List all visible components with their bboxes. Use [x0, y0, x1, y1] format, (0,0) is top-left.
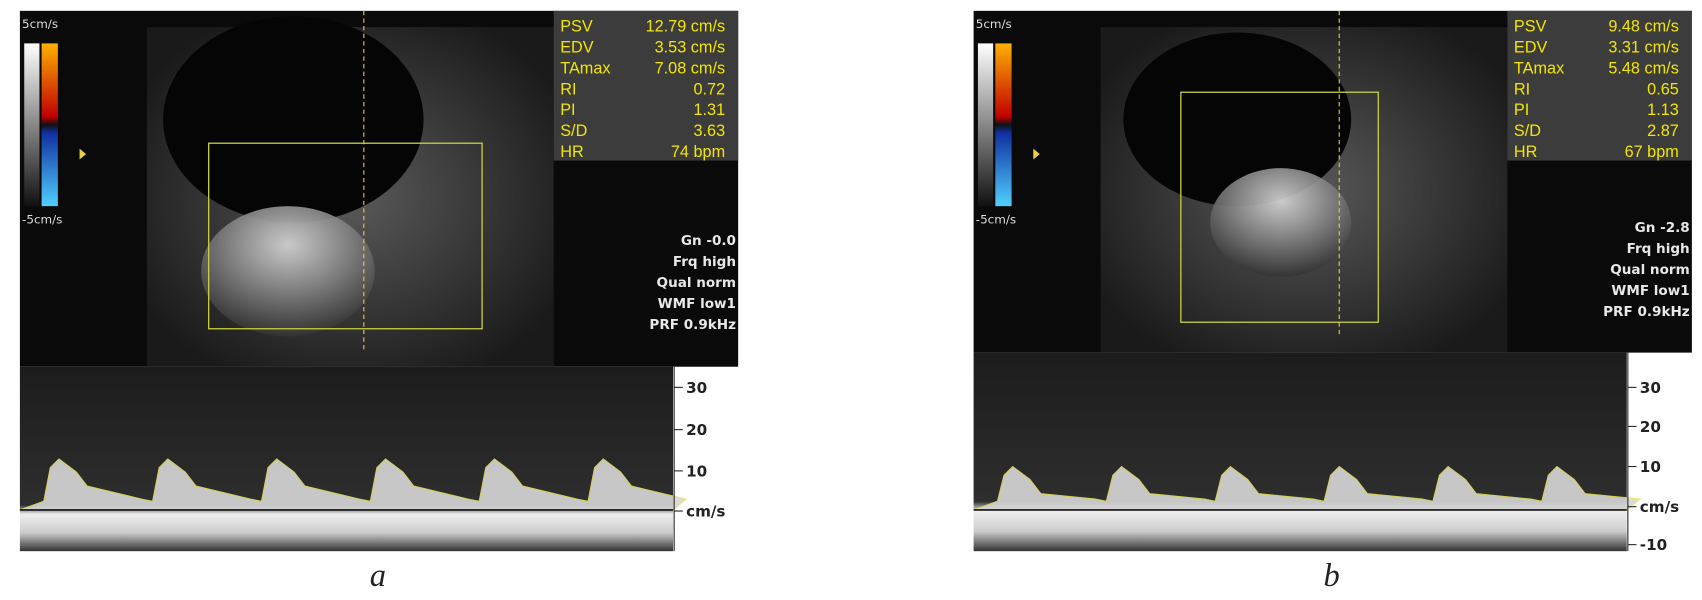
scale-label: cm/s: [1640, 498, 1679, 516]
measure-value: 1.13: [1647, 101, 1679, 119]
retro-bulbar: [1210, 168, 1352, 277]
measure-value: 0.65: [1647, 80, 1679, 98]
panel-label: a: [370, 558, 386, 594]
measure-value: 74 bpm: [671, 143, 725, 161]
doppler-strip: [19, 366, 674, 552]
setting: Frq high: [1627, 241, 1690, 257]
scale-bottom: -5cm/s: [976, 213, 1016, 227]
setting: WMF low1: [1611, 283, 1689, 299]
eye-globe: [163, 16, 424, 223]
measure-name: RI: [1514, 80, 1530, 98]
setting: Gn -2.8: [1635, 220, 1690, 236]
measure-name: TAmax: [560, 59, 610, 77]
measure-box: [1507, 10, 1692, 161]
measure-name: PSV: [560, 17, 593, 35]
marker: [79, 148, 87, 160]
color-bar: [41, 43, 58, 207]
measure-name: S/D: [1514, 122, 1541, 140]
scale-label: 10: [686, 462, 707, 480]
setting: PRF 0.9kHz: [1603, 304, 1690, 320]
setting: WMF low1: [658, 296, 736, 312]
panel-label: b: [1324, 558, 1340, 594]
panel: 5cm/s -5cm/s PSV 12.79 cm/s EDV 3.53 cm/s TAma…: [19, 10, 739, 594]
doppler-strip: [973, 352, 1627, 552]
scale-label: 30: [1640, 379, 1661, 397]
measure-value: 3.53 cm/s: [655, 38, 726, 56]
measure-value: 3.31 cm/s: [1608, 38, 1679, 56]
measure-name: PI: [1514, 101, 1529, 119]
gray-bar: [24, 43, 40, 207]
measure-name: HR: [560, 143, 584, 161]
scale-label: 30: [686, 379, 707, 397]
setting: PRF 0.9kHz: [649, 317, 736, 333]
measure-value: 2.87: [1647, 122, 1679, 140]
measure-name: PI: [560, 101, 575, 119]
measure-name: TAmax: [1514, 59, 1564, 77]
scale-top: 5cm/s: [976, 17, 1012, 31]
scale-label: 20: [1640, 418, 1661, 436]
scale-bottom: -5cm/s: [22, 213, 62, 227]
measure-name: EDV: [1514, 38, 1548, 56]
scale-label: 10: [1640, 458, 1661, 476]
measure-value: 67 bpm: [1625, 143, 1679, 161]
scale-label: -10: [1640, 536, 1667, 554]
panel: 5cm/s -5cm/s PSV 9.48 cm/s EDV 3.31 cm/s TAmax…: [973, 10, 1692, 594]
setting: Qual norm: [657, 275, 736, 291]
color-box: [208, 142, 483, 330]
scale-label: 20: [686, 421, 707, 439]
scale-top: 5cm/s: [22, 17, 58, 31]
setting: Qual norm: [1610, 262, 1689, 278]
color-box: [1180, 91, 1379, 323]
measure-value: 12.79 cm/s: [646, 17, 726, 35]
measure-value: 7.08 cm/s: [655, 59, 726, 77]
retro-bulbar: [201, 206, 375, 337]
measure-name: RI: [560, 80, 576, 98]
measure-name: S/D: [560, 122, 587, 140]
setting: Gn -0.0: [681, 233, 736, 249]
setting: Frq high: [673, 254, 736, 270]
measure-name: HR: [1514, 143, 1538, 161]
measure-value: 9.48 cm/s: [1608, 17, 1679, 35]
measure-box: [553, 10, 739, 161]
measure-name: EDV: [560, 38, 594, 56]
measure-value: 3.63: [693, 122, 725, 140]
scale-label: cm/s: [686, 502, 725, 520]
measure-value: 0.72: [693, 80, 725, 98]
color-bar: [995, 43, 1012, 207]
measure-value: 5.48 cm/s: [1608, 59, 1679, 77]
measure-value: 1.31: [693, 101, 725, 119]
waveform: [19, 458, 688, 511]
gray-bar: [977, 43, 994, 207]
measure-name: PSV: [1514, 17, 1547, 35]
marker: [1033, 148, 1040, 160]
waveform: [973, 465, 1642, 511]
